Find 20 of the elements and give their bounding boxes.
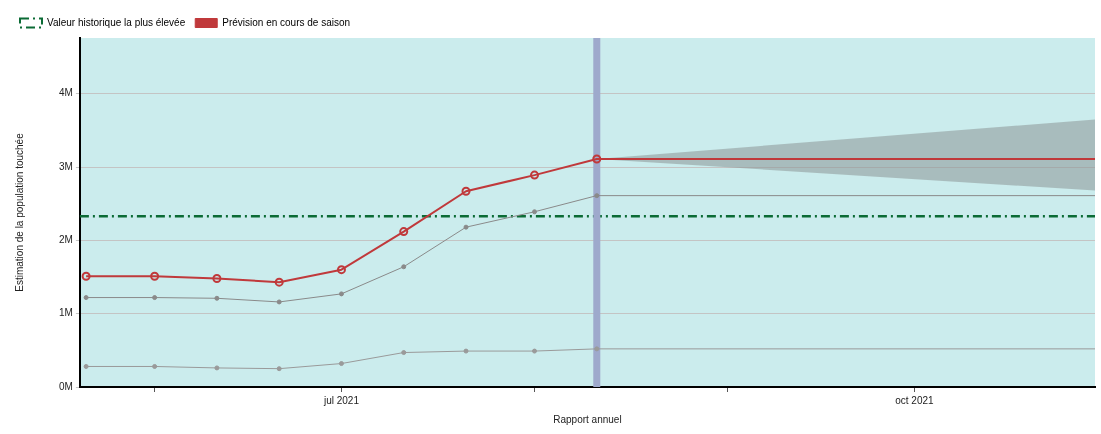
point	[399, 227, 409, 237]
x-tick-label: oct 2021	[895, 394, 935, 406]
point	[212, 273, 222, 283]
point	[530, 170, 540, 180]
point	[81, 271, 91, 281]
point	[274, 277, 284, 287]
x-tick-label: jul 2021	[322, 394, 360, 406]
y-tick-label: 0M	[58, 380, 73, 392]
y-tick-label: 3M	[58, 160, 73, 172]
point	[592, 154, 602, 164]
y-tick-label: 4M	[58, 87, 73, 99]
legend-label: Prévision en cours de saison	[222, 16, 351, 28]
x-axis-title: Rapport annuel	[553, 413, 622, 425]
point	[336, 265, 346, 275]
y-tick-label: 2M	[58, 234, 73, 246]
point	[461, 186, 471, 196]
legend-label: Valeur historique la plus élevée	[47, 16, 186, 28]
y-axis-title: Estimation de la population touchée	[13, 132, 25, 292]
y-tick-label: 1M	[58, 307, 73, 319]
point	[150, 271, 160, 281]
